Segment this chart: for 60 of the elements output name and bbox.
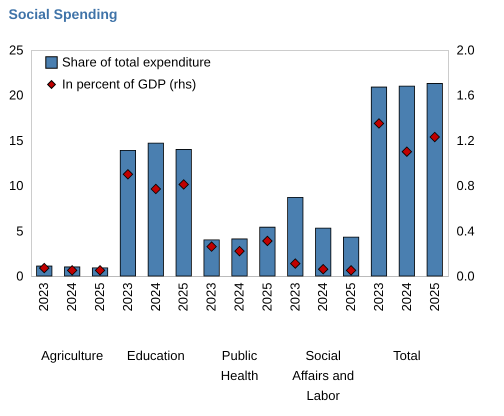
bar [315, 228, 332, 276]
y2-tick-label: 2.0 [456, 42, 475, 58]
bar [259, 226, 276, 276]
x-tick-label: 2023 [287, 282, 302, 312]
x-tick-label: 2025 [426, 282, 442, 312]
point [262, 236, 273, 246]
bar [343, 236, 360, 276]
y2-tick-label: 1.6 [456, 88, 475, 103]
y2-tick-label: 0.4 [456, 223, 475, 238]
bar [120, 150, 136, 276]
bar [148, 142, 164, 276]
x-tick-label: 2024 [315, 282, 330, 312]
point [290, 258, 300, 269]
y-tick-label: 5 [16, 223, 24, 238]
bar [176, 149, 192, 276]
x-tick-label: 2025 [92, 282, 108, 312]
x-tick-label: 2024 [398, 282, 414, 312]
x-tick-label: 2023 [36, 282, 52, 312]
y-tick-label: 25 [9, 42, 24, 58]
point [122, 169, 134, 180]
bar [426, 83, 443, 276]
x-tick-label: 2023 [120, 282, 135, 312]
point [402, 146, 412, 157]
point [234, 246, 245, 256]
point [178, 179, 189, 190]
point [67, 265, 78, 276]
y-tick-label: 20 [9, 88, 24, 103]
x-tick-label: 2024 [148, 282, 163, 312]
x-tick-label: 2023 [370, 282, 386, 312]
text: Total [393, 348, 421, 363]
point [94, 265, 106, 276]
point [346, 265, 356, 276]
point [430, 132, 440, 142]
x-tick-label: 2024 [232, 282, 246, 312]
point [150, 184, 161, 194]
x-tick-label: 2024 [64, 282, 80, 312]
bar [287, 196, 304, 276]
x-tick-label: 2025 [259, 282, 274, 312]
point [39, 262, 50, 274]
text: Social Affairs and Labor [292, 348, 354, 403]
text: Agriculture [41, 348, 104, 363]
legend-label: Share of total expenditure [62, 54, 211, 70]
bar [398, 86, 415, 276]
x-tick-label: 2025 [176, 282, 191, 312]
y2-tick-label: 1.2 [456, 132, 475, 148]
point [206, 241, 217, 252]
text: Education [126, 348, 185, 363]
point [374, 118, 384, 129]
y-tick-label: 0 [16, 268, 24, 284]
x-tick-label: 2025 [343, 282, 358, 312]
text: Public Health [220, 348, 258, 383]
y2-tick-label: 0.0 [456, 268, 475, 284]
x-tick-label: 2023 [204, 282, 219, 312]
y2-tick-label: 0.8 [456, 178, 475, 194]
y-tick-label: 15 [9, 132, 24, 148]
chart-title: Social Spending [8, 6, 118, 22]
y-tick-label: 10 [9, 178, 24, 194]
point [318, 264, 328, 274]
bar [370, 86, 388, 276]
legend-label: In percent of GDP (rhs) [62, 76, 196, 92]
